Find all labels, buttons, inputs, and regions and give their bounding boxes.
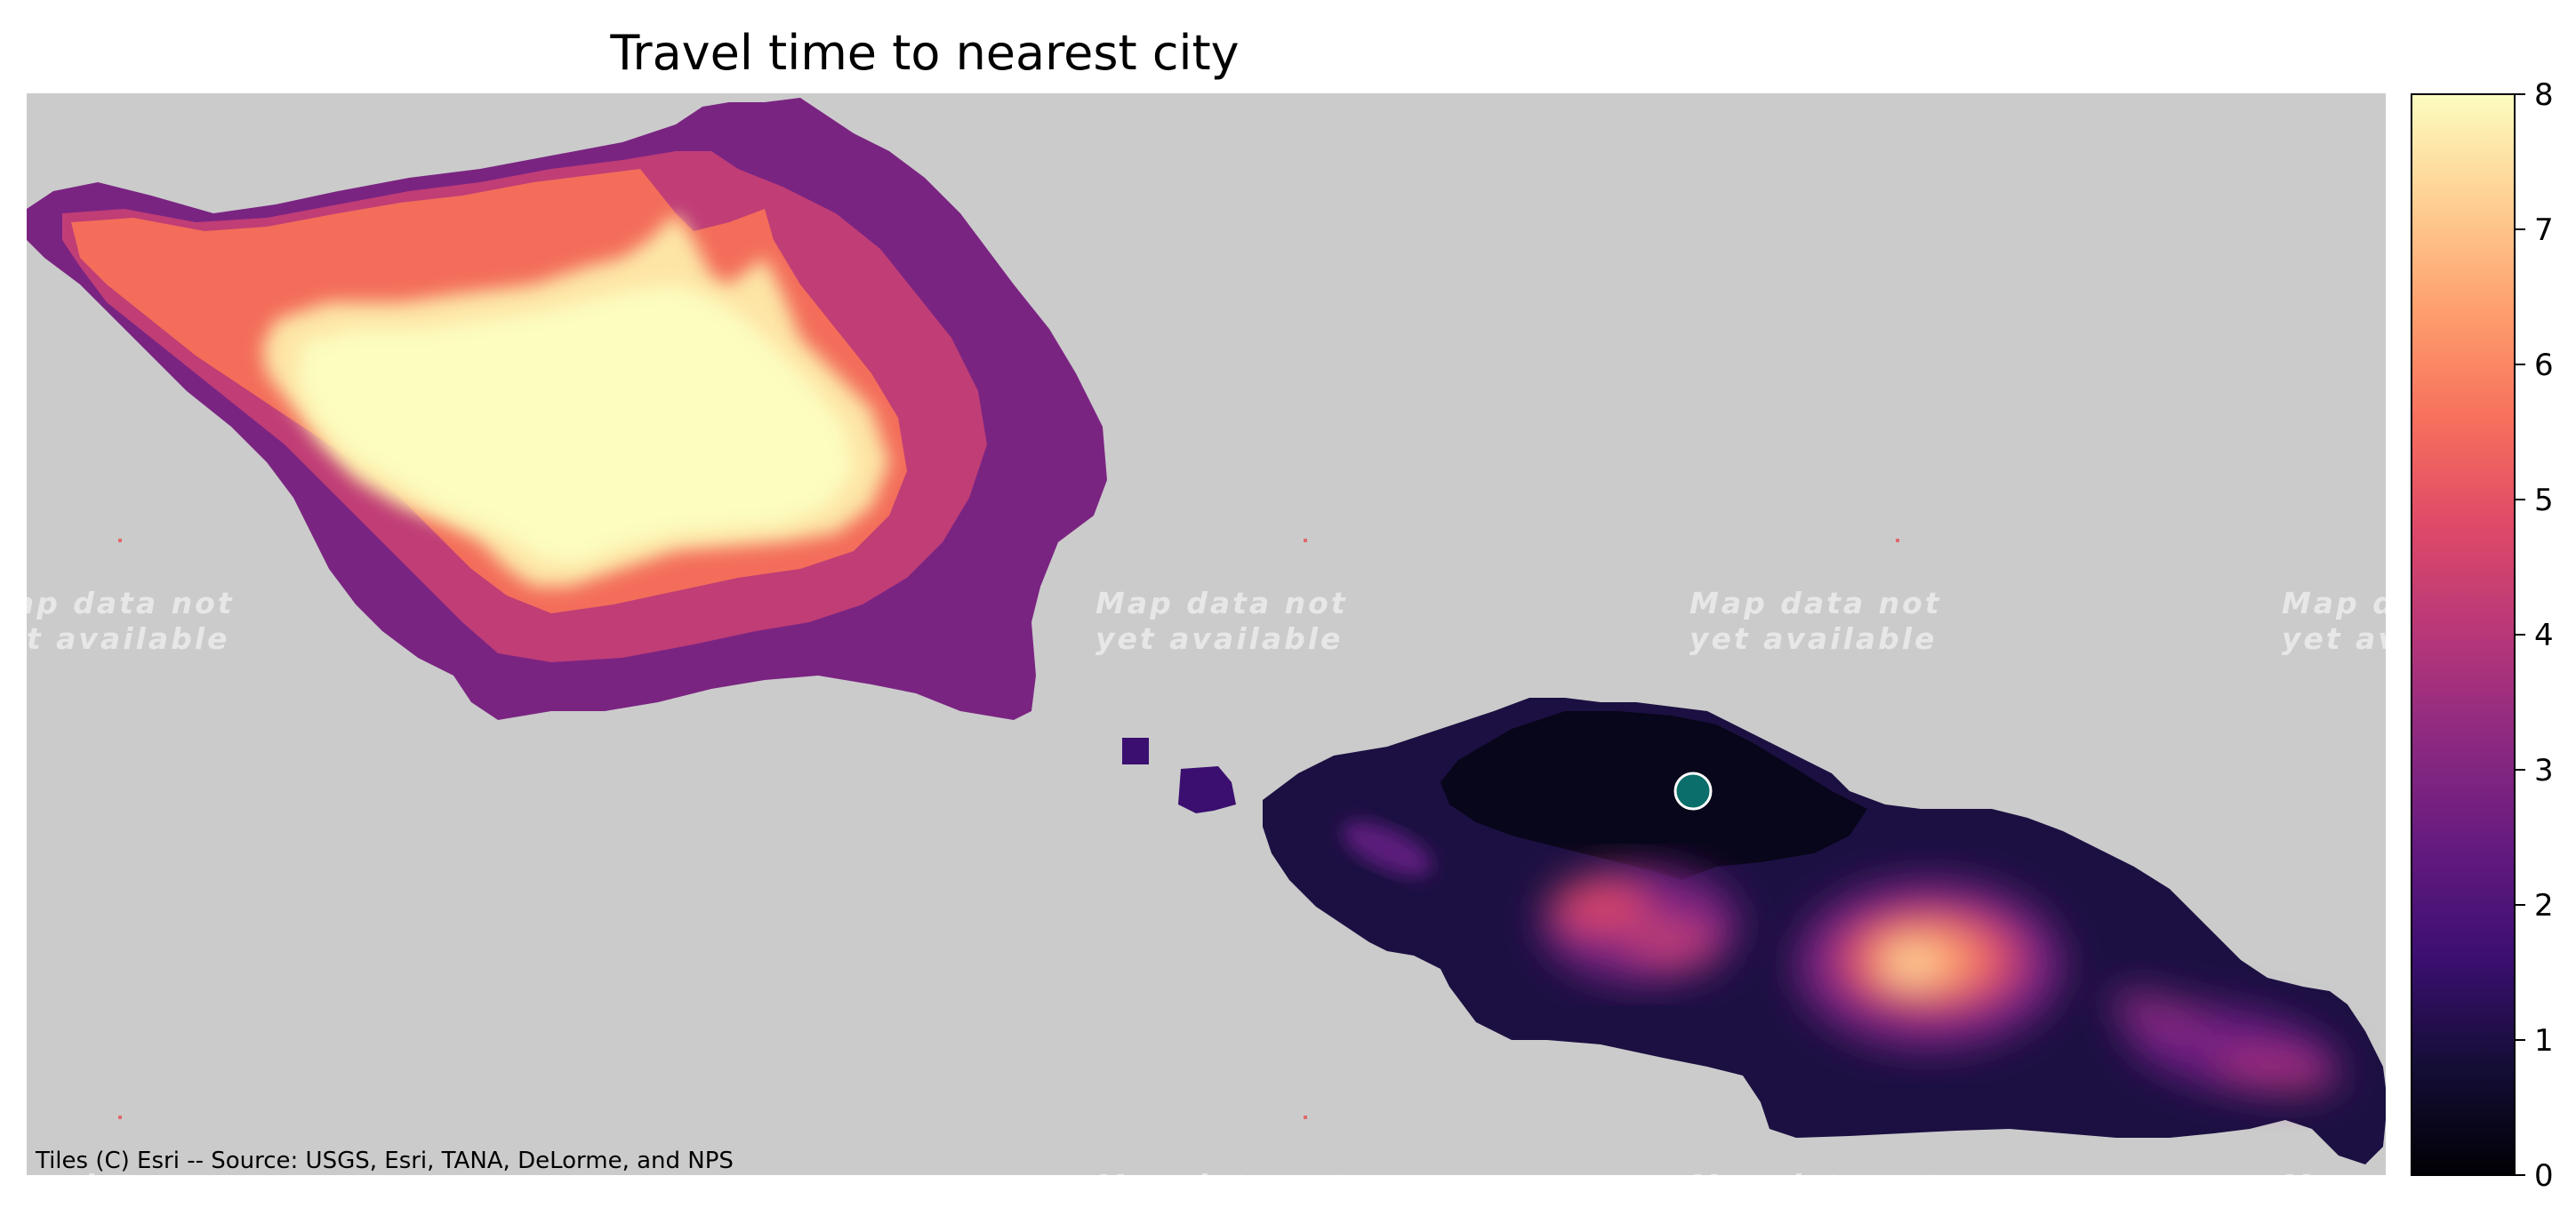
tile-corner-dot xyxy=(118,539,122,542)
island-east-ridge-west xyxy=(1342,821,1432,876)
tile-watermark: Map data not yet available xyxy=(1689,586,1942,656)
island-east-hotspot-east xyxy=(1796,880,2063,1049)
island-east-ridge-southeast xyxy=(2108,992,2339,1092)
colorbar-tick-label: 4 xyxy=(2534,618,2554,653)
watermark-line2: yet available xyxy=(2282,621,2529,656)
city-marker[interactable] xyxy=(1673,772,1713,811)
watermark-line1: Map data not xyxy=(1095,1168,1348,1203)
tile-watermark: Map data not xyxy=(1689,1168,1942,1203)
island-east-northern-zone xyxy=(1440,711,1867,880)
map-panel[interactable]: Map data not yet available Map data not … xyxy=(0,93,2534,1203)
colorbar-tick-label: 5 xyxy=(2534,483,2554,518)
colorbar: 0 1 2 3 4 5 6 7 8 xyxy=(2411,77,2554,1194)
map-title: Travel time to nearest city xyxy=(609,25,1239,81)
watermark-line1: Map data not xyxy=(1095,586,1348,620)
watermark-line2: yet available xyxy=(1689,621,1937,656)
watermark-line2: yet available xyxy=(1095,621,1343,656)
tile-watermark: Map data not yet available xyxy=(2282,586,2534,656)
colorbar-tick-label: 7 xyxy=(2534,212,2554,248)
island-east-hotspot-central xyxy=(1543,867,1738,982)
watermark-line1: Map data not xyxy=(0,1168,235,1203)
colorbar-tick-label: 1 xyxy=(2534,1023,2554,1059)
tile-corner-dot xyxy=(118,1116,122,1119)
tile-watermark: Map data not xyxy=(0,1168,235,1203)
watermark-line1: Map data not xyxy=(1689,586,1942,620)
colorbar-tick-label: 2 xyxy=(2534,888,2554,924)
watermark-line1: Map data not xyxy=(1689,1168,1942,1203)
colorbar-tick-label: 3 xyxy=(2534,753,2554,788)
colorbar-gradient xyxy=(2411,93,2516,1176)
colorbar-tick-label: 6 xyxy=(2534,348,2554,383)
tile-watermark: Map data not xyxy=(1095,1168,1348,1203)
basemap-watermark-group: Map data not yet available Map data not … xyxy=(0,539,2534,1203)
tile-corner-dot xyxy=(1304,1116,1307,1119)
islet xyxy=(1122,738,1149,764)
tile-corner-dot xyxy=(1896,539,1899,542)
tile-attribution: Tiles (C) Esri -- Source: USGS, Esri, TA… xyxy=(35,1148,734,1174)
watermark-line1: Map data not xyxy=(2282,1168,2534,1203)
islet xyxy=(1178,766,1236,813)
tile-corner-dot xyxy=(1304,539,1307,542)
island-west-raster xyxy=(27,98,1107,720)
watermark-line1: Map data not xyxy=(0,586,235,620)
colorbar-tick-label: 0 xyxy=(2534,1158,2554,1194)
watermark-line2: yet available xyxy=(0,621,229,656)
tile-watermark: Map data not xyxy=(2282,1168,2534,1203)
tile-watermark: Map data not yet available xyxy=(1095,586,1348,656)
colorbar-ticks: 0 1 2 3 4 5 6 7 8 xyxy=(2515,77,2554,1194)
watermark-line1: Map data not xyxy=(2282,586,2534,620)
island-west-core xyxy=(298,284,854,564)
island-east-raster xyxy=(1122,698,2386,1164)
colorbar-tick-label: 8 xyxy=(2534,77,2554,113)
tile-watermark: Map data not yet available xyxy=(0,586,235,656)
